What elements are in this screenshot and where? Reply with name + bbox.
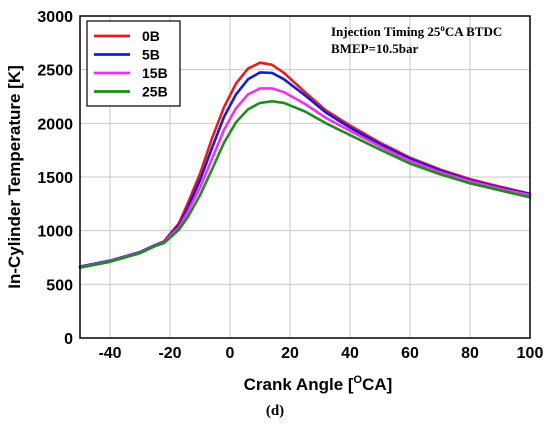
legend-label: 5B: [142, 47, 160, 63]
x-axis-title: Crank Angle [OCA]: [244, 374, 393, 394]
x-axis-title-unit: O: [354, 374, 363, 386]
x-tick-label: 0: [226, 345, 235, 362]
annotation-line-2: BMEP=10.5bar: [331, 41, 418, 56]
series-line-15b: [78, 87, 532, 269]
x-tick-label: 60: [401, 345, 419, 362]
x-axis-title-suffix: CA]: [362, 375, 392, 394]
x-tick-label: -20: [158, 345, 181, 362]
grid-layer: [80, 15, 531, 339]
tick-layer: -40 -20 0 20 40 60 80 1000500100015002000250030…: [37, 9, 543, 362]
legend-label: 0B: [142, 28, 160, 44]
plot-frame: [79, 15, 531, 339]
y-tick-label: 500: [46, 277, 73, 294]
figure-caption: (d): [266, 403, 284, 419]
y-axis-title: In-Cylinder Temperature [K]: [5, 65, 24, 289]
x-tick-label: 100: [517, 345, 544, 362]
x-tick-label: -40: [98, 345, 121, 362]
y-tick-label: 3000: [37, 9, 73, 26]
y-tick-label: 1500: [37, 170, 73, 187]
annotation-line-1-sup: o: [440, 23, 445, 33]
legend-label: 25B: [142, 84, 168, 100]
x-axis-title-main: Crank Angle [: [244, 375, 354, 394]
series-layer: [78, 61, 532, 269]
y-tick-label: 1000: [37, 224, 73, 241]
x-tick-label: 40: [341, 345, 359, 362]
series-line-25b: [78, 100, 532, 269]
legend-label: 15B: [142, 65, 168, 81]
annotation-line-1-prefix: Injection Timing 25: [331, 24, 441, 39]
y-tick-label: 2500: [37, 63, 73, 80]
y-tick-label: 0: [64, 331, 73, 348]
y-tick-label: 2000: [37, 116, 73, 133]
x-tick-label: 80: [461, 345, 479, 362]
annotation-line-1-suffix: CA BTDC: [445, 24, 502, 39]
legend: 0B 5B 15B 25B: [86, 20, 181, 107]
x-tick-label: 20: [281, 345, 299, 362]
operating-condition-annotation: Injection Timing 25oCA BTDC BMEP=10.5bar: [331, 23, 502, 56]
annotation-line-1: Injection Timing 25oCA BTDC: [331, 23, 502, 39]
